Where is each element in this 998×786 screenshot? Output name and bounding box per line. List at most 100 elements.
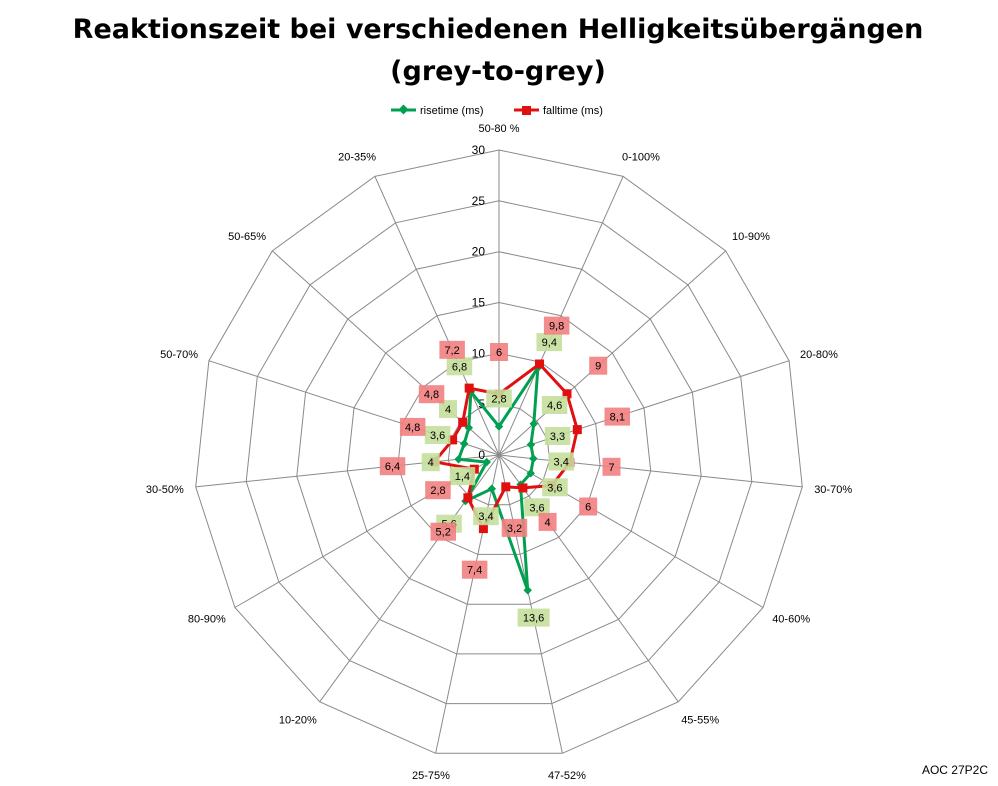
- data-label-bg: [602, 457, 621, 476]
- spoke-10-90: [498, 250, 727, 456]
- data-label: 3,4: [473, 507, 499, 526]
- tick-label: 20: [472, 245, 486, 259]
- category-label: 45-55%: [681, 715, 719, 727]
- data-label-text: 7: [608, 462, 614, 474]
- data-label: 8,1: [604, 407, 630, 426]
- chart-title-line1: Reaktionszeit bei verschiedenen Helligke…: [73, 14, 924, 45]
- chart-title-line2: (grey-to-grey): [390, 56, 606, 87]
- spoke-25-75: [435, 454, 500, 754]
- data-label-bg: [524, 498, 550, 517]
- data-point: [526, 440, 536, 449]
- data-label: 3,6: [542, 478, 568, 497]
- data-label-bg: [449, 467, 476, 486]
- data-label-bg: [439, 340, 465, 359]
- data-label-bg: [399, 417, 426, 436]
- data-label: 3,6: [524, 498, 550, 517]
- category-label: 10-20%: [279, 715, 317, 727]
- data-point: [478, 524, 488, 534]
- data-label-bg: [486, 389, 512, 408]
- data-label-text: 4: [428, 457, 434, 469]
- data-label-text: 9: [595, 361, 601, 373]
- data-label-bg: [604, 407, 630, 426]
- grid-ring-20: [296, 251, 702, 655]
- data-label-bg: [543, 316, 570, 335]
- category-labels: 50-80 % 0-100% 10-90% 20-80% 30-70% 40-60% 45-…: [146, 123, 852, 782]
- data-label-text: 4: [545, 517, 551, 529]
- tick-label: 15: [472, 296, 486, 310]
- data-label-bg: [425, 481, 451, 500]
- data-label-bg: [446, 357, 473, 376]
- category-label: 20-80%: [800, 349, 838, 361]
- data-label-text: 3,4: [478, 511, 493, 523]
- data-label: 7,4: [461, 560, 488, 579]
- data-point: [459, 439, 469, 448]
- category-label: 80-90%: [188, 614, 226, 626]
- data-label-text: 5,2: [436, 527, 451, 539]
- data-label: 2,8: [425, 481, 451, 500]
- data-point: [454, 455, 463, 464]
- data-label-bg: [544, 427, 571, 445]
- data-label-bg: [536, 333, 562, 352]
- category-label: 47-52%: [548, 770, 586, 782]
- spoke-0-100: [498, 176, 624, 456]
- category-label: 10-90%: [732, 231, 770, 243]
- data-label-text: 3,6: [529, 502, 544, 514]
- grid-ring-30: [195, 149, 803, 754]
- data-label-text: 8,1: [610, 412, 625, 424]
- data-label: 4,8: [418, 385, 445, 404]
- data-label: 6,8: [446, 357, 473, 376]
- data-label-text: 9,8: [549, 321, 564, 333]
- category-label: 50-65%: [228, 231, 266, 243]
- spoke-30-50: [195, 454, 500, 488]
- data-label: 5,2: [430, 522, 456, 541]
- tick-label: 10: [472, 346, 486, 360]
- data-label-text: 6,8: [452, 361, 467, 373]
- data-label: 2,8: [486, 389, 512, 408]
- legend-square-icon: [522, 106, 531, 115]
- tick-label: 0: [478, 448, 485, 462]
- data-point: [518, 483, 528, 493]
- data-point: [463, 493, 473, 503]
- data-point: [501, 482, 511, 492]
- data-label-text: 3,2: [507, 523, 522, 535]
- data-label: 3,3: [544, 427, 571, 445]
- data-point: [562, 389, 572, 399]
- spoke-47-52: [498, 454, 563, 754]
- series-line-falltime-ms: [432, 362, 579, 531]
- data-label: 3,4: [548, 452, 574, 471]
- data-label-bg: [421, 453, 440, 472]
- category-label: 40-60%: [772, 614, 810, 626]
- category-label: 20-35%: [338, 151, 376, 163]
- spoke-20-35: [374, 176, 500, 456]
- data-label-bg: [461, 560, 488, 579]
- category-label: 50-70%: [160, 349, 198, 361]
- data-label-bg: [501, 518, 528, 537]
- tick-label: 30: [472, 143, 486, 157]
- data-label-text: 4,8: [405, 422, 420, 434]
- data-label-bg: [517, 608, 550, 627]
- data-point: [529, 454, 538, 463]
- data-label-bg: [439, 400, 457, 419]
- data-point: [523, 585, 532, 595]
- data-label-text: 4,6: [547, 400, 562, 412]
- data-label: 4: [421, 453, 440, 472]
- data-label-bg: [538, 512, 557, 531]
- legend-diamond-icon: [398, 104, 409, 115]
- category-label: 30-70%: [814, 484, 852, 496]
- data-label-bg: [548, 452, 574, 471]
- grid-ring-15: [346, 301, 652, 605]
- radar-grid: [195, 149, 803, 754]
- data-label-text: 6: [496, 347, 502, 359]
- data-label: 6: [490, 343, 508, 361]
- data-label: 9: [589, 356, 608, 375]
- grid-ring-25: [245, 200, 753, 705]
- data-label-text: 6: [585, 502, 591, 514]
- category-label: 30-50%: [146, 484, 184, 496]
- data-label-text: 3,3: [550, 431, 565, 443]
- data-label-bg: [379, 457, 406, 476]
- category-label: 25-75%: [412, 770, 450, 782]
- data-point: [482, 457, 491, 467]
- data-label-bg: [424, 426, 451, 444]
- data-label-text: 4,8: [424, 389, 439, 401]
